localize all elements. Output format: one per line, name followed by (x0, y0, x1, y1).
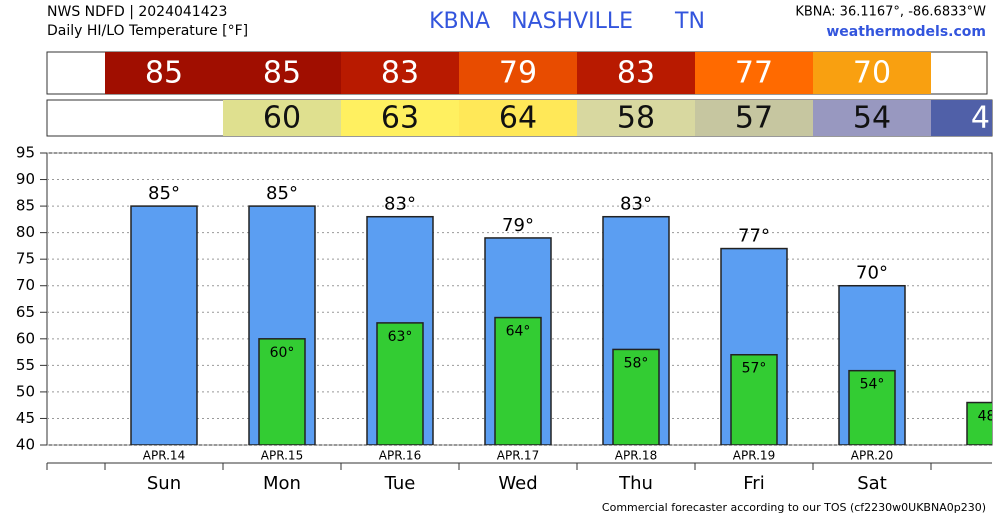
strip-cell (695, 100, 813, 136)
value-label: 77° (738, 226, 770, 247)
day-label: Tue (384, 473, 416, 494)
y-tick-label: 60 (16, 329, 35, 347)
strip-value: 79 (499, 56, 537, 91)
strip-cell (577, 52, 695, 94)
y-tick-label: 45 (16, 409, 35, 427)
date-label: APR.17 (497, 449, 539, 463)
y-tick-label: 85 (16, 197, 35, 215)
strip-value: 83 (381, 56, 419, 91)
value-label: 85° (266, 183, 298, 204)
day-label: Sun (147, 473, 181, 494)
strip-value: 85 (263, 56, 301, 91)
strip-cell (459, 52, 577, 94)
value-label: 48° (978, 409, 1000, 425)
lo-bar (848, 369, 896, 445)
date-label: APR.18 (615, 449, 657, 463)
strip-value: 60 (263, 101, 301, 136)
strip-cell (105, 52, 223, 94)
strip-value: 64 (499, 101, 537, 136)
value-label: 63° (388, 329, 413, 345)
footer: Commercial forecaster according to our T… (602, 501, 986, 514)
lo-bar (494, 316, 542, 445)
strip-cell (695, 52, 813, 94)
value-label: 83° (620, 194, 652, 215)
strip-cell (577, 100, 695, 136)
day-label: Sat (857, 473, 887, 494)
y-tick-label: 40 (16, 436, 35, 454)
day-label: Wed (498, 473, 537, 494)
x-ticks (46, 463, 932, 470)
y-tick-label: 50 (16, 382, 35, 400)
value-label: 64° (506, 324, 531, 340)
lo-bar (730, 353, 778, 445)
source: NWS NDFD | 2024041423 (47, 4, 227, 20)
strip-cell (223, 52, 341, 94)
value-label: 58° (624, 355, 649, 371)
value-label: 83° (384, 194, 416, 215)
day-label: Thu (618, 473, 653, 494)
value-label: 57° (742, 361, 767, 377)
date-label: APR.15 (261, 449, 303, 463)
hi-bar (130, 205, 198, 445)
value-label: 54° (860, 377, 885, 393)
strip-value: 57 (735, 101, 773, 136)
y-tick-label: 75 (16, 250, 35, 268)
strip-cell (341, 100, 459, 136)
strip-cell (931, 100, 992, 136)
date-label: APR.20 (851, 449, 893, 463)
value-label: 79° (502, 215, 534, 236)
value-label: 85° (148, 183, 180, 204)
strip-cell (459, 100, 577, 136)
day-label: Fri (743, 473, 764, 494)
value-label: 60° (270, 345, 295, 361)
y-tick-label: 70 (16, 276, 35, 294)
y-tick-label: 95 (16, 144, 35, 162)
y-tick-label: 65 (16, 303, 35, 321)
date-label: APR.16 (379, 449, 421, 463)
product: Daily HI/LO Temperature [°F] (47, 23, 248, 39)
strip-value: 85 (145, 56, 183, 91)
strip-value: 70 (853, 56, 891, 91)
strip-cell (341, 52, 459, 94)
strip-value: 58 (617, 101, 655, 136)
strip-cell (813, 100, 931, 136)
strip-value: 63 (381, 101, 419, 136)
y-tick-label: 55 (16, 356, 35, 374)
strip-value: 48 (971, 101, 1000, 136)
strip-cell (223, 100, 341, 136)
date-label: APR.14 (143, 449, 185, 463)
coords: KBNA: 36.1167°, -86.6833°W (795, 5, 986, 20)
y-tick-label: 80 (16, 223, 35, 241)
lo-bar (966, 401, 992, 445)
lo-bar (376, 322, 424, 445)
strip-value: 83 (617, 56, 655, 91)
value-label: 70° (856, 263, 888, 284)
strip-cell (813, 52, 931, 94)
lo-bar (258, 338, 306, 445)
lo-bar (612, 348, 660, 445)
strip-value: 54 (853, 101, 891, 136)
day-label: Mon (263, 473, 301, 494)
site: weathermodels.com (826, 24, 986, 40)
date-label: APR.19 (733, 449, 775, 463)
station: KBNA NASHVILLE TN (429, 9, 705, 34)
strip-value: 77 (735, 56, 773, 91)
y-tick-label: 90 (16, 170, 35, 188)
